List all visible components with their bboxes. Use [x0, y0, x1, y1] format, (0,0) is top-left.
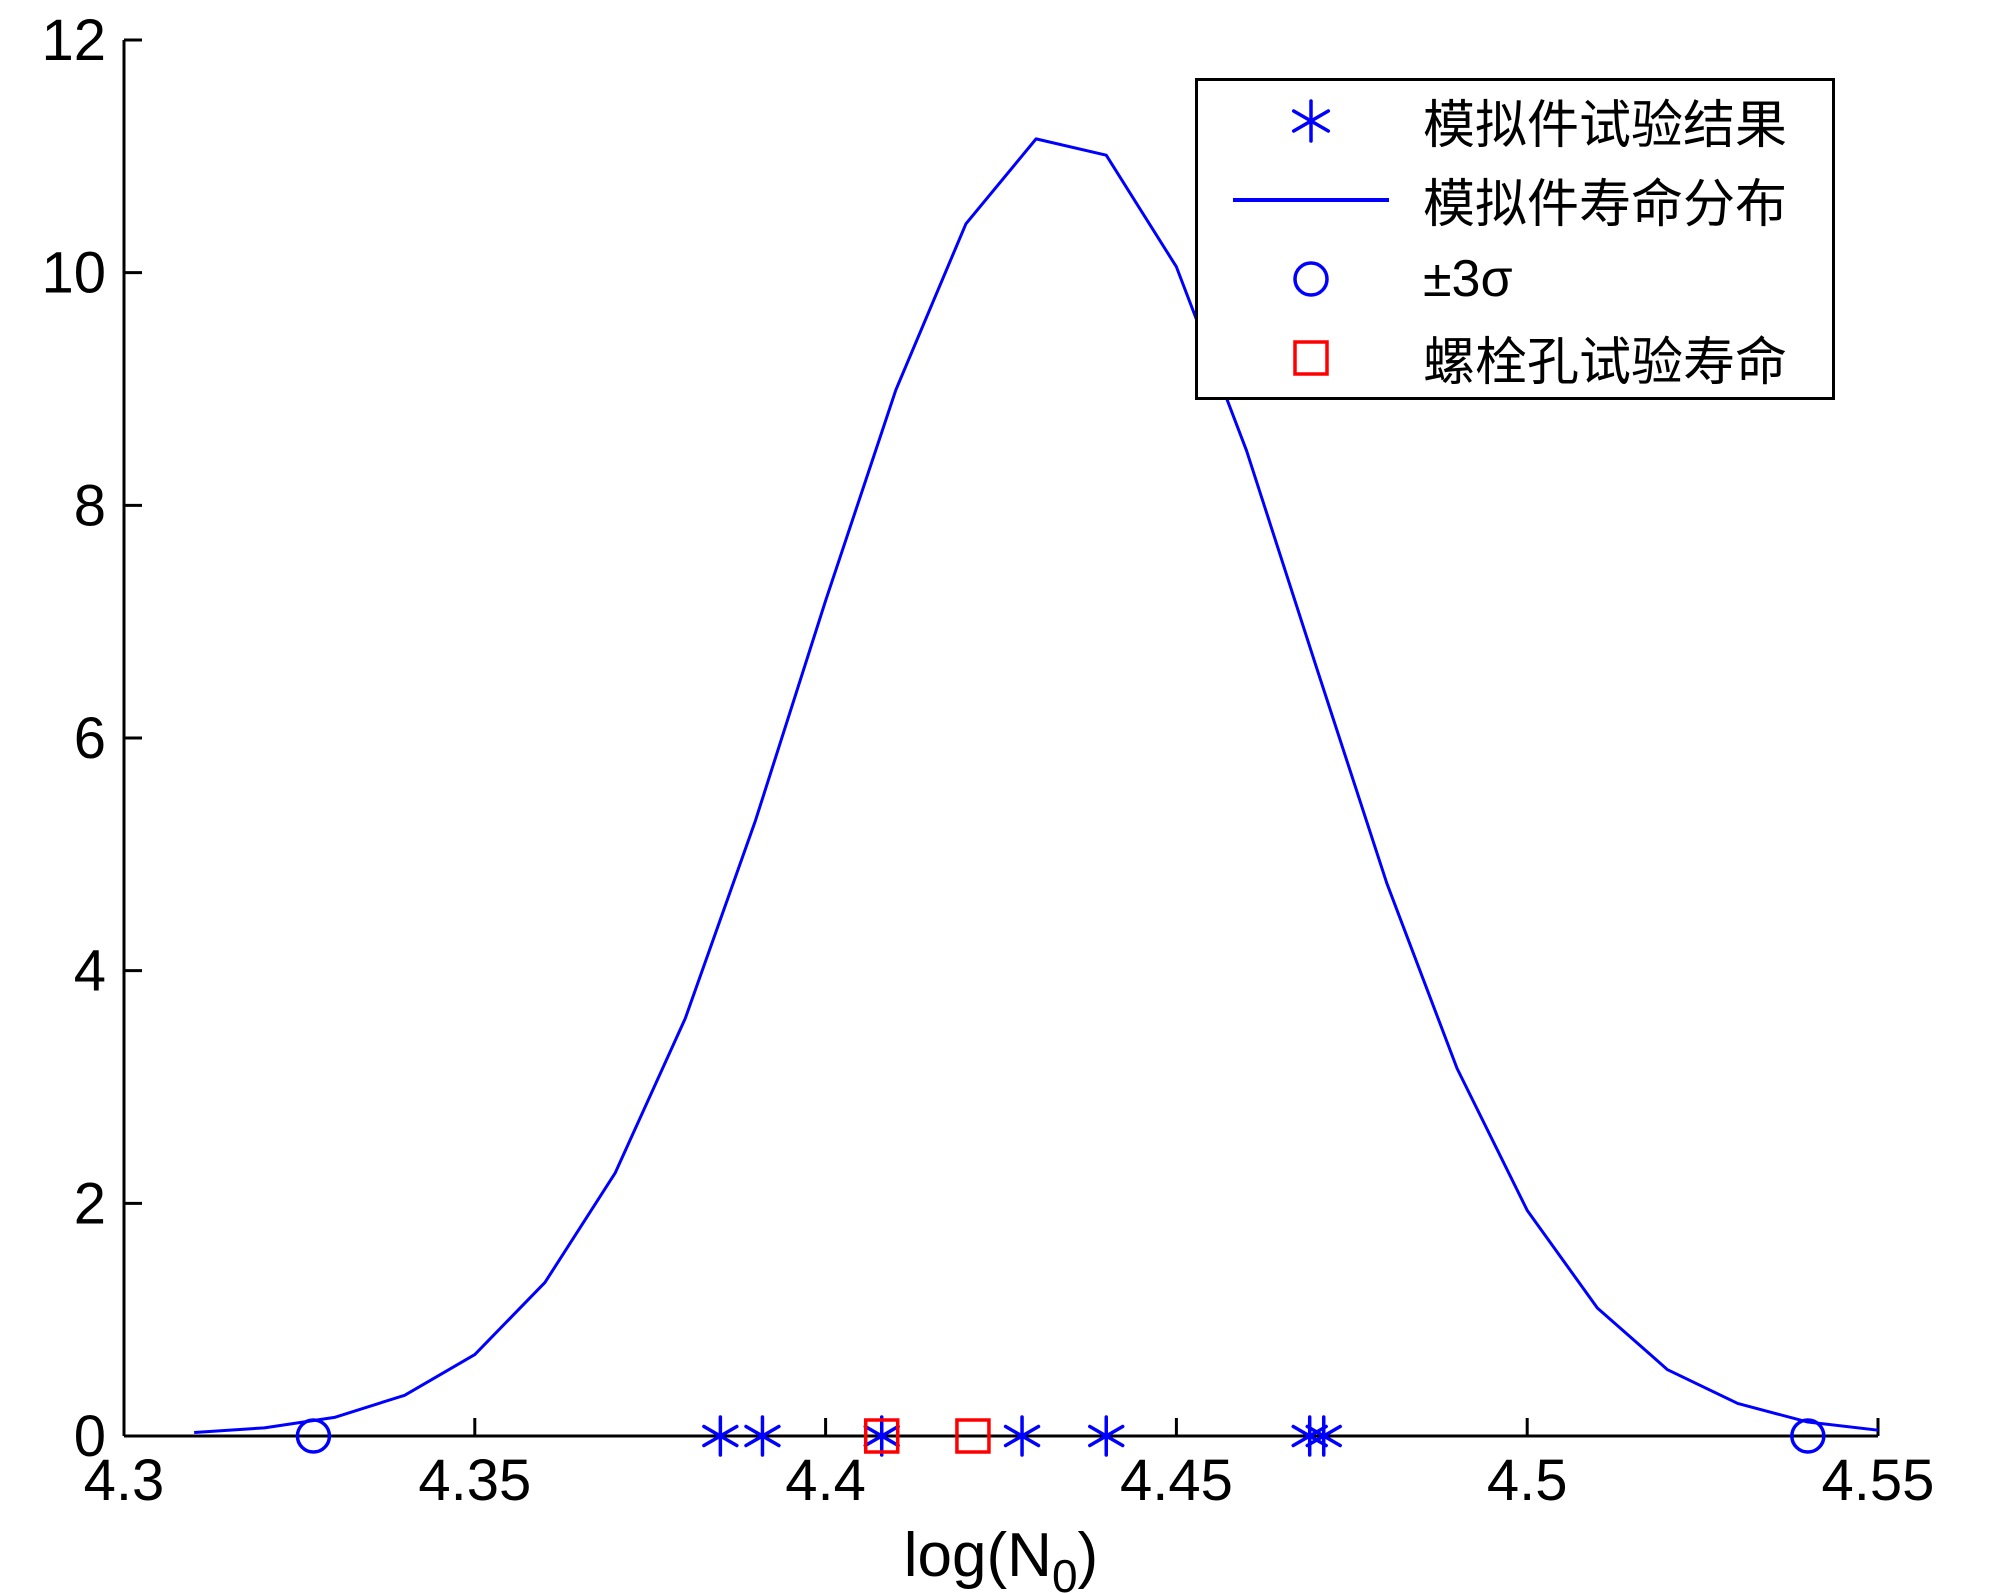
- test-result-asterisk: [1305, 1415, 1342, 1457]
- legend-item-life-distribution: 模拟件寿命分布: [1198, 160, 1832, 239]
- bolt-hole-life-square: [863, 1418, 900, 1454]
- x-tick-label: 4.5: [1487, 1448, 1568, 1513]
- legend-item-three-sigma: ±3σ: [1198, 239, 1832, 318]
- sigma-bound-circle: [295, 1418, 332, 1454]
- sigma-bound-circle: [1790, 1418, 1826, 1454]
- asterisk-marker-icon: [1198, 97, 1423, 145]
- legend-label-three-sigma: ±3σ: [1423, 249, 1513, 308]
- y-tick-label: 10: [41, 241, 106, 306]
- x-tick-label: 4.3: [84, 1448, 165, 1513]
- test-result-asterisk: [1003, 1415, 1041, 1457]
- y-tick-label: 4: [74, 939, 106, 1004]
- y-tick-label: 12: [41, 8, 106, 73]
- circle-marker-icon: [1198, 255, 1423, 303]
- test-result-asterisk: [1088, 1415, 1125, 1457]
- y-tick-label: 0: [74, 1404, 106, 1469]
- x-tick-label: 4.45: [1120, 1448, 1233, 1513]
- test-result-asterisk: [744, 1415, 781, 1457]
- y-tick-label: 2: [74, 1171, 106, 1236]
- test-result-asterisk: [1291, 1415, 1328, 1457]
- x-axis-label: log(N0): [904, 1521, 1098, 1593]
- test-result-asterisk: [863, 1415, 900, 1457]
- x-tick-label: 4.35: [418, 1448, 531, 1513]
- legend-label-test-results: 模拟件试验结果: [1423, 97, 1788, 155]
- legend-item-test-results: 模拟件试验结果: [1198, 81, 1832, 160]
- legend-label-bolt-hole-life: 螺栓孔试验寿命: [1423, 334, 1788, 392]
- line-sample-icon: [1198, 194, 1423, 206]
- bolt-hole-life-square: [955, 1418, 991, 1454]
- legend: 模拟件试验结果 模拟件寿命分布 ±3σ: [1195, 78, 1835, 400]
- x-tick-label: 4.4: [785, 1448, 866, 1513]
- test-result-asterisk: [702, 1415, 739, 1457]
- x-tick-label: 4.55: [1822, 1448, 1935, 1513]
- y-tick-label: 6: [74, 706, 106, 771]
- legend-label-life-distribution: 模拟件寿命分布: [1423, 176, 1788, 234]
- life-distribution-curve: [194, 137, 1879, 1435]
- legend-item-bolt-hole-life: 螺栓孔试验寿命: [1198, 318, 1832, 397]
- square-marker-icon: [1198, 334, 1423, 382]
- y-tick-label: 8: [74, 473, 106, 538]
